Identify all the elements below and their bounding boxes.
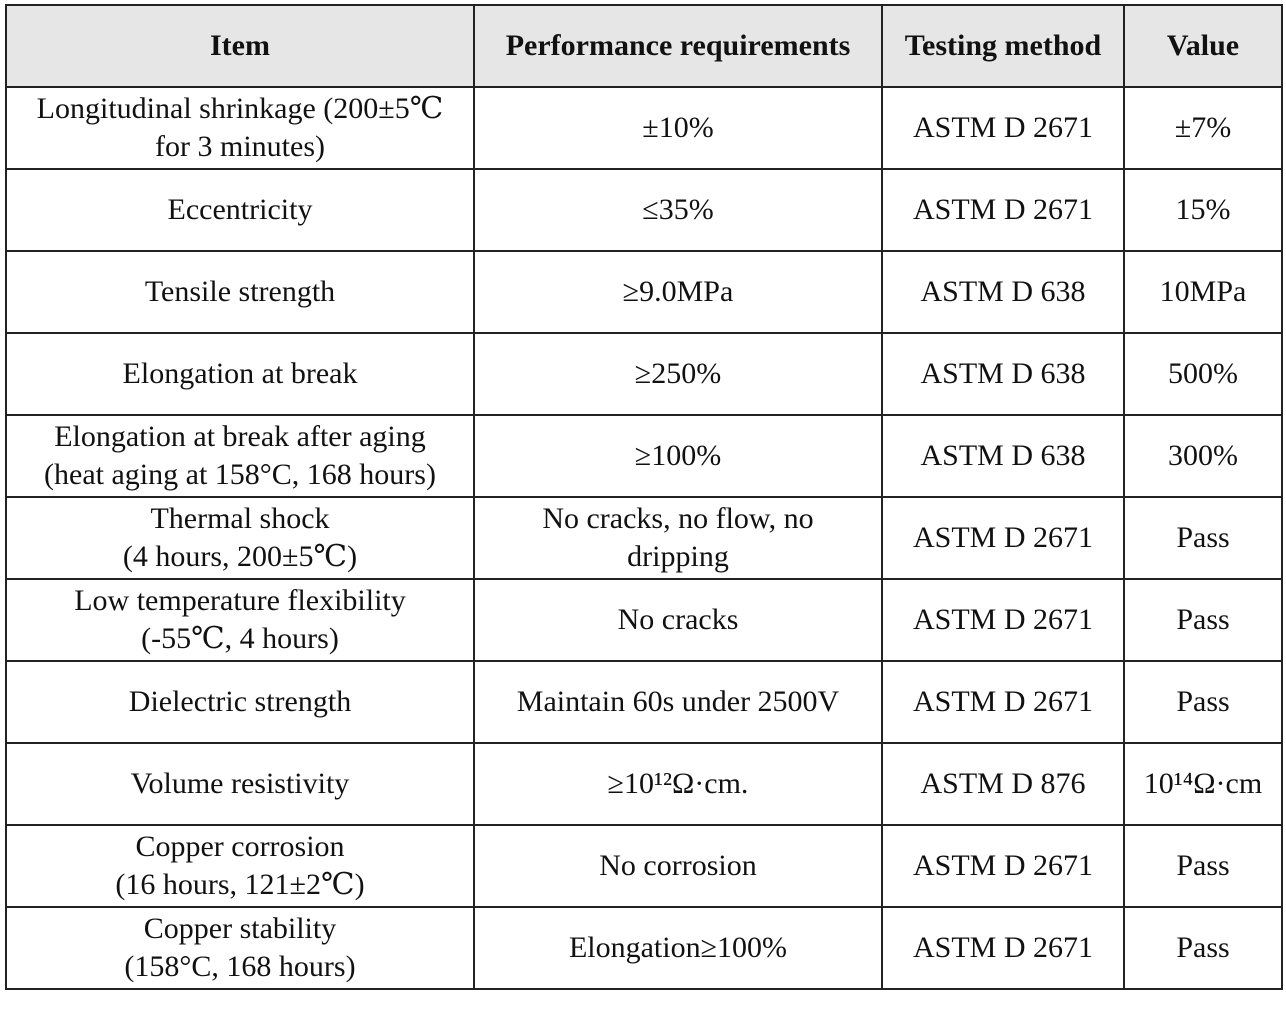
cell-requirement: Maintain 60s under 2500V: [473, 660, 883, 744]
cell-item: Tensile strength: [5, 250, 475, 334]
header-item: Item: [5, 4, 475, 88]
cell-item-line: Thermal shock: [150, 502, 330, 535]
cell-value: Pass: [1123, 824, 1283, 908]
cell-requirement-line: dripping: [627, 540, 729, 573]
table-row: Elongation at break ≥250% ASTM D 638 500%: [5, 332, 1283, 416]
table-row: Dielectric strength Maintain 60s under 25…: [5, 660, 1283, 744]
cell-requirement: No cracks: [473, 578, 883, 662]
header-row: Item Performance requirements Testing me…: [5, 4, 1283, 88]
cell-item: Copper stability (158°C, 168 hours): [5, 906, 475, 990]
cell-item-line: Low temperature flexibility: [74, 584, 406, 617]
cell-testing-method: ASTM D 638: [881, 414, 1125, 498]
table-row: Elongation at break after aging (heat agi…: [5, 414, 1283, 498]
cell-item: Elongation at break: [5, 332, 475, 416]
cell-item-line: (158°C, 168 hours): [124, 950, 356, 983]
table-row: Low temperature flexibility (-55℃, 4 hour…: [5, 578, 1283, 662]
cell-item-line: (heat aging at 158°C, 168 hours): [44, 458, 436, 491]
cell-testing-method: ASTM D 2671: [881, 660, 1125, 744]
table-row: Eccentricity ≤35% ASTM D 2671 15%: [5, 168, 1283, 252]
cell-requirement: ±10%: [473, 86, 883, 170]
cell-testing-method: ASTM D 876: [881, 742, 1125, 826]
table-row: Copper stability (158°C, 168 hours) Elonga…: [5, 906, 1283, 990]
cell-value: Pass: [1123, 496, 1283, 580]
cell-value: Pass: [1123, 906, 1283, 990]
cell-item: Dielectric strength: [5, 660, 475, 744]
cell-item-line: for 3 minutes): [155, 130, 325, 163]
spec-table: Item Performance requirements Testing me…: [5, 4, 1283, 990]
cell-item-line: Elongation at break: [122, 357, 358, 390]
cell-item-line: (4 hours, 200±5℃): [122, 540, 358, 573]
cell-item-line: Tensile strength: [144, 275, 336, 308]
cell-item-line: Copper corrosion: [135, 830, 345, 863]
cell-testing-method: ASTM D 2671: [881, 496, 1125, 580]
cell-requirement: No corrosion: [473, 824, 883, 908]
header-value: Value: [1123, 4, 1283, 88]
cell-item: Volume resistivity: [5, 742, 475, 826]
cell-item-line: Dielectric strength: [128, 685, 352, 718]
cell-requirement-line: ≥9.0MPa: [622, 275, 734, 308]
cell-value: 10MPa: [1123, 250, 1283, 334]
cell-item-line: (-55℃, 4 hours): [141, 622, 339, 655]
header-performance-requirements: Performance requirements: [473, 4, 883, 88]
cell-requirement: ≥250%: [473, 332, 883, 416]
cell-requirement-line: No cracks, no flow, no: [542, 502, 814, 535]
cell-item-line: Volume resistivity: [130, 767, 350, 800]
cell-value: 10¹⁴Ω·cm: [1123, 742, 1283, 826]
cell-item-line: Copper stability: [143, 912, 337, 945]
cell-requirement-line: ≥100%: [634, 439, 722, 472]
cell-requirement-line: ≥10¹²Ω·cm.: [607, 767, 749, 800]
cell-item-line: (16 hours, 121±2℃): [115, 868, 365, 901]
table-row: Volume resistivity ≥10¹²Ω·cm. ASTM D 876 10…: [5, 742, 1283, 826]
cell-item-line: Eccentricity: [167, 193, 313, 226]
cell-requirement: ≤35%: [473, 168, 883, 252]
cell-requirement-line: No cracks: [617, 603, 739, 636]
cell-item: Eccentricity: [5, 168, 475, 252]
cell-item: Thermal shock (4 hours, 200±5℃): [5, 496, 475, 580]
cell-value: Pass: [1123, 660, 1283, 744]
cell-testing-method: ASTM D 2671: [881, 86, 1125, 170]
cell-item: Copper corrosion (16 hours, 121±2℃): [5, 824, 475, 908]
cell-requirement-line: ≥250%: [634, 357, 722, 390]
cell-requirement: No cracks, no flow, no dripping: [473, 496, 883, 580]
cell-testing-method: ASTM D 2671: [881, 824, 1125, 908]
cell-testing-method: ASTM D 638: [881, 250, 1125, 334]
table-row: Longitudinal shrinkage (200±5℃ for 3 minu…: [5, 86, 1283, 170]
cell-value: 500%: [1123, 332, 1283, 416]
cell-requirement: ≥9.0MPa: [473, 250, 883, 334]
table-body: Longitudinal shrinkage (200±5℃ for 3 minu…: [5, 86, 1283, 990]
cell-requirement-line: No corrosion: [599, 849, 757, 882]
cell-requirement: ≥100%: [473, 414, 883, 498]
cell-testing-method: ASTM D 2671: [881, 578, 1125, 662]
cell-value: 300%: [1123, 414, 1283, 498]
cell-item-line: Longitudinal shrinkage (200±5℃: [36, 92, 444, 125]
header-testing-method: Testing method: [881, 4, 1125, 88]
cell-testing-method: ASTM D 638: [881, 332, 1125, 416]
cell-item: Low temperature flexibility (-55℃, 4 hour…: [5, 578, 475, 662]
cell-requirement-line: ≤35%: [642, 193, 714, 226]
cell-requirement-line: ±10%: [642, 111, 714, 144]
cell-item-line: Elongation at break after aging: [54, 420, 426, 453]
table-row: Tensile strength ≥9.0MPa ASTM D 638 10MPa: [5, 250, 1283, 334]
cell-value: Pass: [1123, 578, 1283, 662]
cell-testing-method: ASTM D 2671: [881, 906, 1125, 990]
cell-requirement: ≥10¹²Ω·cm.: [473, 742, 883, 826]
cell-requirement: Elongation≥100%: [473, 906, 883, 990]
cell-requirement-line: Elongation≥100%: [568, 931, 788, 964]
table-row: Thermal shock (4 hours, 200±5℃) No cracks,…: [5, 496, 1283, 580]
cell-value: 15%: [1123, 168, 1283, 252]
cell-item: Elongation at break after aging (heat agi…: [5, 414, 475, 498]
cell-value: ±7%: [1123, 86, 1283, 170]
cell-item: Longitudinal shrinkage (200±5℃ for 3 minu…: [5, 86, 475, 170]
table-row: Copper corrosion (16 hours, 121±2℃) No cor…: [5, 824, 1283, 908]
cell-testing-method: ASTM D 2671: [881, 168, 1125, 252]
cell-requirement-line: Maintain 60s under 2500V: [516, 685, 840, 718]
